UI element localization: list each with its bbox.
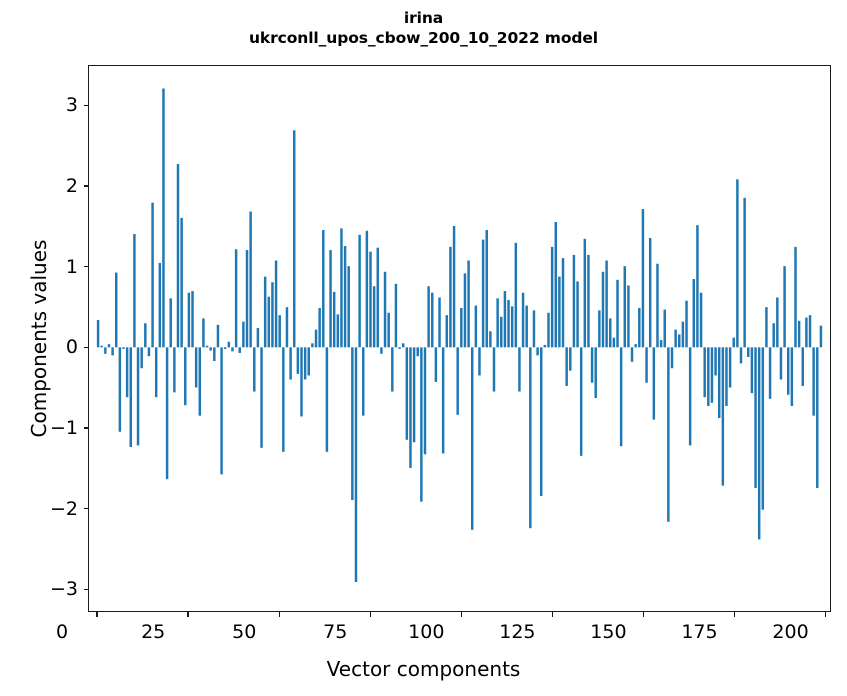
y-tick-label: −3 — [49, 578, 78, 601]
y-tick-label: −1 — [49, 417, 78, 440]
y-tick-label: 1 — [65, 255, 78, 278]
y-tick-mark — [83, 346, 88, 349]
x-tick-label: 175 — [681, 621, 718, 643]
x-tick-mark — [278, 612, 280, 617]
y-tick-label: 0 — [65, 336, 78, 359]
x-tick-mark — [733, 612, 736, 617]
y-axis-label: Components values — [27, 239, 51, 438]
y-tick-mark — [83, 588, 88, 591]
y-tick-mark — [83, 185, 88, 187]
y-tick-label: 3 — [65, 94, 78, 117]
x-tick-label: 125 — [499, 621, 536, 643]
y-tick-label: −2 — [49, 497, 78, 520]
chart-title-line-1: irina — [403, 9, 444, 27]
x-tick-label: 100 — [408, 621, 445, 643]
bar-series — [96, 88, 823, 583]
chart-title-line-2: ukrconll_upos_cbow_200_10_2022 model — [248, 29, 599, 47]
y-tick-mark — [83, 265, 88, 268]
x-tick-mark — [460, 612, 462, 617]
x-tick-mark — [187, 612, 189, 617]
x-tick-label: 75 — [323, 621, 348, 643]
x-tick-mark — [824, 612, 827, 617]
y-tick-label: 2 — [65, 175, 78, 198]
y-tick-mark — [83, 104, 88, 107]
x-tick-label: 25 — [141, 621, 166, 643]
x-tick-label: 0 — [56, 621, 69, 643]
x-tick-mark — [369, 612, 371, 617]
y-tick-mark — [83, 427, 88, 429]
x-tick-label: 50 — [232, 621, 257, 643]
plot-axes — [88, 65, 831, 612]
x-tick-label: 200 — [772, 621, 809, 643]
x-tick-mark — [642, 612, 645, 617]
x-axis-label: Vector components — [326, 657, 521, 681]
x-tick-label: 150 — [590, 621, 627, 643]
x-tick-mark — [96, 612, 98, 617]
x-tick-mark — [551, 612, 554, 617]
chart-title: irina ukrconll_upos_cbow_200_10_2022 mod… — [0, 8, 847, 48]
y-tick-mark — [83, 508, 88, 510]
